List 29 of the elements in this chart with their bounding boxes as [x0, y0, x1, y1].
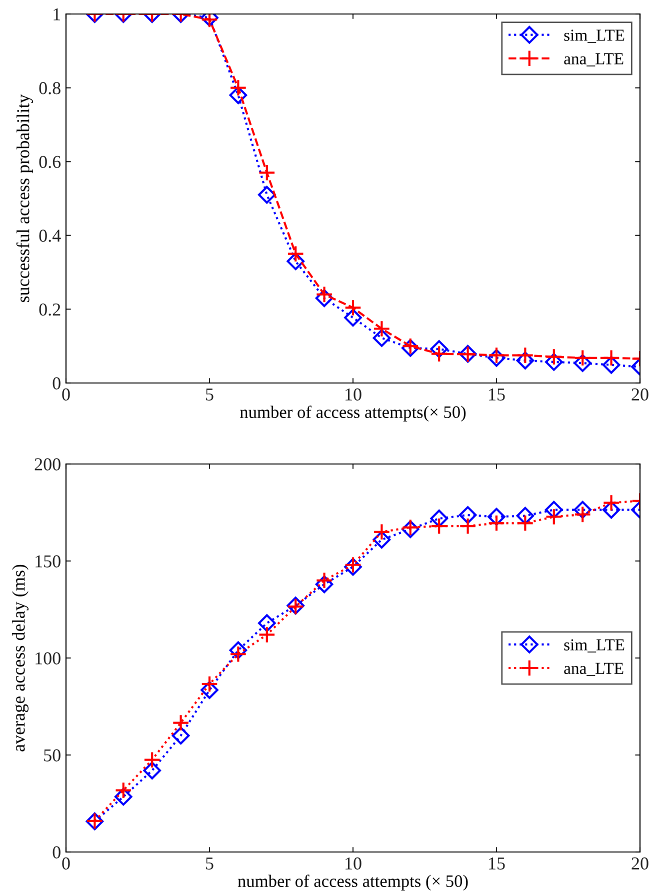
x-tick-label: 0 [62, 857, 70, 870]
y-tick-label: 0.6 [39, 156, 61, 168]
y-tick-label: 0.2 [39, 303, 60, 316]
y-axis-title: successful access probability [16, 94, 34, 302]
x-tick-label: 5 [206, 388, 214, 401]
x-tick-label: 20 [632, 388, 648, 401]
y-tick-label: 100 [36, 652, 60, 664]
legend-label: sim_LTE [564, 639, 624, 652]
y-tick-label: 0.4 [39, 230, 61, 242]
y-tick-label: 0 [52, 377, 60, 390]
y-tick-label: 200 [34, 458, 60, 470]
legend-label: sim_LTE [564, 30, 624, 43]
x-tick-label: 5 [206, 858, 214, 870]
x-tick-label: 10 [346, 857, 362, 870]
x-tick-label: 10 [346, 388, 362, 401]
x-tick-label: 20 [632, 857, 648, 870]
x-tick-label: 15 [489, 388, 505, 401]
legend-label: ana_LTE [564, 53, 624, 66]
y-tick-label: 0 [52, 846, 60, 858]
y-tick-label: 150 [36, 555, 60, 568]
y-axis-title: average access delay (ms) [12, 564, 28, 752]
y-tick-label: 50 [44, 749, 60, 762]
y-tick-label: 1 [54, 8, 60, 20]
x-axis-title: number of access attempts(× 50) [240, 406, 466, 422]
y-tick-label: 0.8 [39, 82, 60, 94]
x-tick-label: 0 [62, 388, 70, 401]
x-tick-label: 15 [489, 857, 505, 870]
x-axis-title: number of access attempts (× 50) [238, 874, 468, 891]
legend-label: ana_LTE [564, 662, 624, 676]
